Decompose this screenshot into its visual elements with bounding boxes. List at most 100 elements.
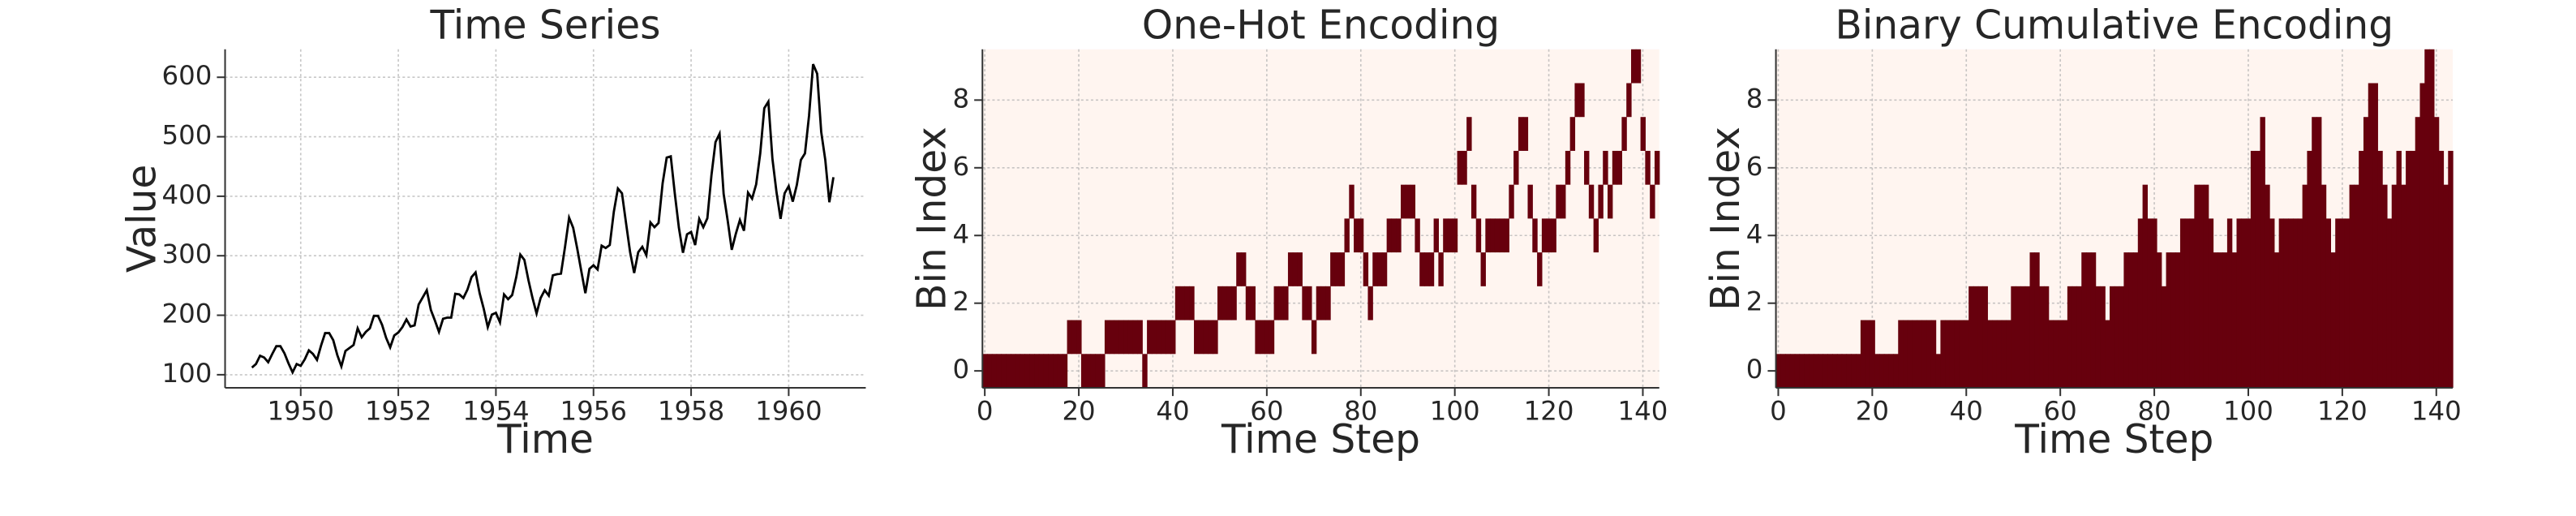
encoding-cell (1011, 354, 1016, 389)
x-tick-label: 40 (1156, 395, 1189, 426)
encoding-bar (1912, 320, 1918, 389)
encoding-cell (1410, 184, 1416, 219)
encoding-bar (1813, 354, 1819, 389)
encoding-cell (1123, 320, 1129, 355)
encoding-cell (1320, 286, 1326, 320)
encoding-bar (2226, 218, 2233, 389)
encoding-bar (2048, 320, 2054, 389)
chart-title: Binary Cumulative Encoding (1835, 2, 2394, 48)
encoding-cell (1330, 252, 1336, 286)
encoding-cell (1260, 320, 1265, 355)
encoding-cell (1504, 218, 1509, 253)
x-tick-label: 60 (1250, 395, 1283, 426)
encoding-cell (1245, 286, 1252, 320)
x-tick-label: 80 (2137, 395, 2170, 426)
encoding-bar (2039, 286, 2045, 389)
encoding-bar (2231, 252, 2238, 389)
y-tick-label: 600 (161, 60, 212, 91)
encoding-cell (1104, 320, 1110, 355)
encoding-cell (1650, 184, 1655, 219)
encoding-bar (2344, 218, 2351, 389)
encoding-bar (2086, 252, 2092, 389)
encoding-cell (1396, 218, 1402, 253)
encoding-bar (2443, 184, 2449, 389)
x-axis-label: Time Step (1221, 417, 1420, 462)
encoding-bar (2067, 286, 2073, 389)
encoding-bar (2170, 252, 2176, 389)
encoding-bar (1982, 286, 1988, 389)
y-tick-label: 8 (1746, 83, 1763, 114)
encoding-cell (1608, 184, 1613, 219)
encoding-bar (1921, 320, 1927, 389)
encoding-cell (1057, 354, 1063, 389)
encoding-cell (1080, 354, 1087, 389)
encoding-bar (1874, 354, 1880, 389)
encoding-cell (1043, 354, 1050, 389)
encoding-bar (1964, 320, 1969, 389)
encoding-bar (2011, 286, 2016, 389)
x-tick-label: 40 (1950, 395, 1983, 426)
encoding-cell (1551, 218, 1556, 253)
x-tick-label: 1958 (658, 395, 724, 426)
encoding-cell (1584, 150, 1590, 185)
encoding-cell (1480, 252, 1486, 286)
encoding-cell (1537, 252, 1543, 286)
encoding-cell (1038, 354, 1045, 389)
encoding-bar (2179, 218, 2186, 389)
encoding-bar (2339, 218, 2346, 389)
encoding-cell (1363, 252, 1369, 286)
x-axis-label: Time Step (2014, 417, 2213, 462)
encoding-bar (2359, 150, 2364, 389)
encoding-bar (1841, 354, 1848, 389)
encoding-bar (2222, 252, 2228, 389)
encoding-cell (1292, 252, 1299, 286)
encoding-cell (1053, 354, 1058, 389)
y-tick-label: 6 (952, 151, 969, 182)
encoding-bar (1992, 320, 1998, 389)
encoding-cell (1532, 218, 1538, 253)
encoding-cell (1179, 286, 1186, 320)
encoding-bar (2100, 286, 2106, 389)
encoding-bar (2307, 150, 2312, 389)
encoding-cell (1561, 184, 1566, 219)
y-tick-label: 8 (952, 83, 969, 114)
encoding-cell (1391, 218, 1397, 253)
encoding-cell (1048, 354, 1054, 389)
encoding-bar (1846, 354, 1852, 389)
encoding-bar (2410, 150, 2416, 389)
encoding-bar (2269, 218, 2275, 389)
encoding-cell (1518, 117, 1524, 151)
encoding-cell (1579, 83, 1585, 118)
encoding-bar (2241, 218, 2247, 389)
encoding-cell (1358, 218, 1364, 253)
encoding-bar (1935, 354, 1942, 389)
encoding-cell (1405, 184, 1411, 219)
encoding-cell (1457, 150, 1462, 185)
encoding-cell (1603, 150, 1608, 185)
y-axis-label: Bin Index (1703, 127, 1749, 311)
encoding-bar (2406, 150, 2411, 389)
encoding-bar (2438, 150, 2445, 389)
encoding-bar (2156, 252, 2162, 389)
encoding-cell (1428, 252, 1435, 286)
encoding-cell (1264, 320, 1270, 355)
encoding-bar (2184, 218, 2191, 389)
encoding-cell (1419, 252, 1425, 286)
plot-background (982, 49, 1659, 389)
encoding-bar (1879, 354, 1885, 389)
encoding-bar (2448, 150, 2454, 389)
encoding-bar (2189, 218, 2195, 389)
encoding-bar (2029, 252, 2035, 389)
encoding-cell (1499, 218, 1505, 253)
encoding-bar (2330, 252, 2336, 389)
encoding-cell (1118, 320, 1124, 355)
encoding-cell (1354, 218, 1359, 253)
encoding-bar (1836, 354, 1843, 389)
encoding-cell (1090, 354, 1096, 389)
x-tick-label: 0 (977, 395, 994, 426)
encoding-bar (2335, 218, 2341, 389)
encoding-cell (991, 354, 998, 389)
encoding-bar (2297, 218, 2303, 389)
encoding-cell (1015, 354, 1021, 389)
